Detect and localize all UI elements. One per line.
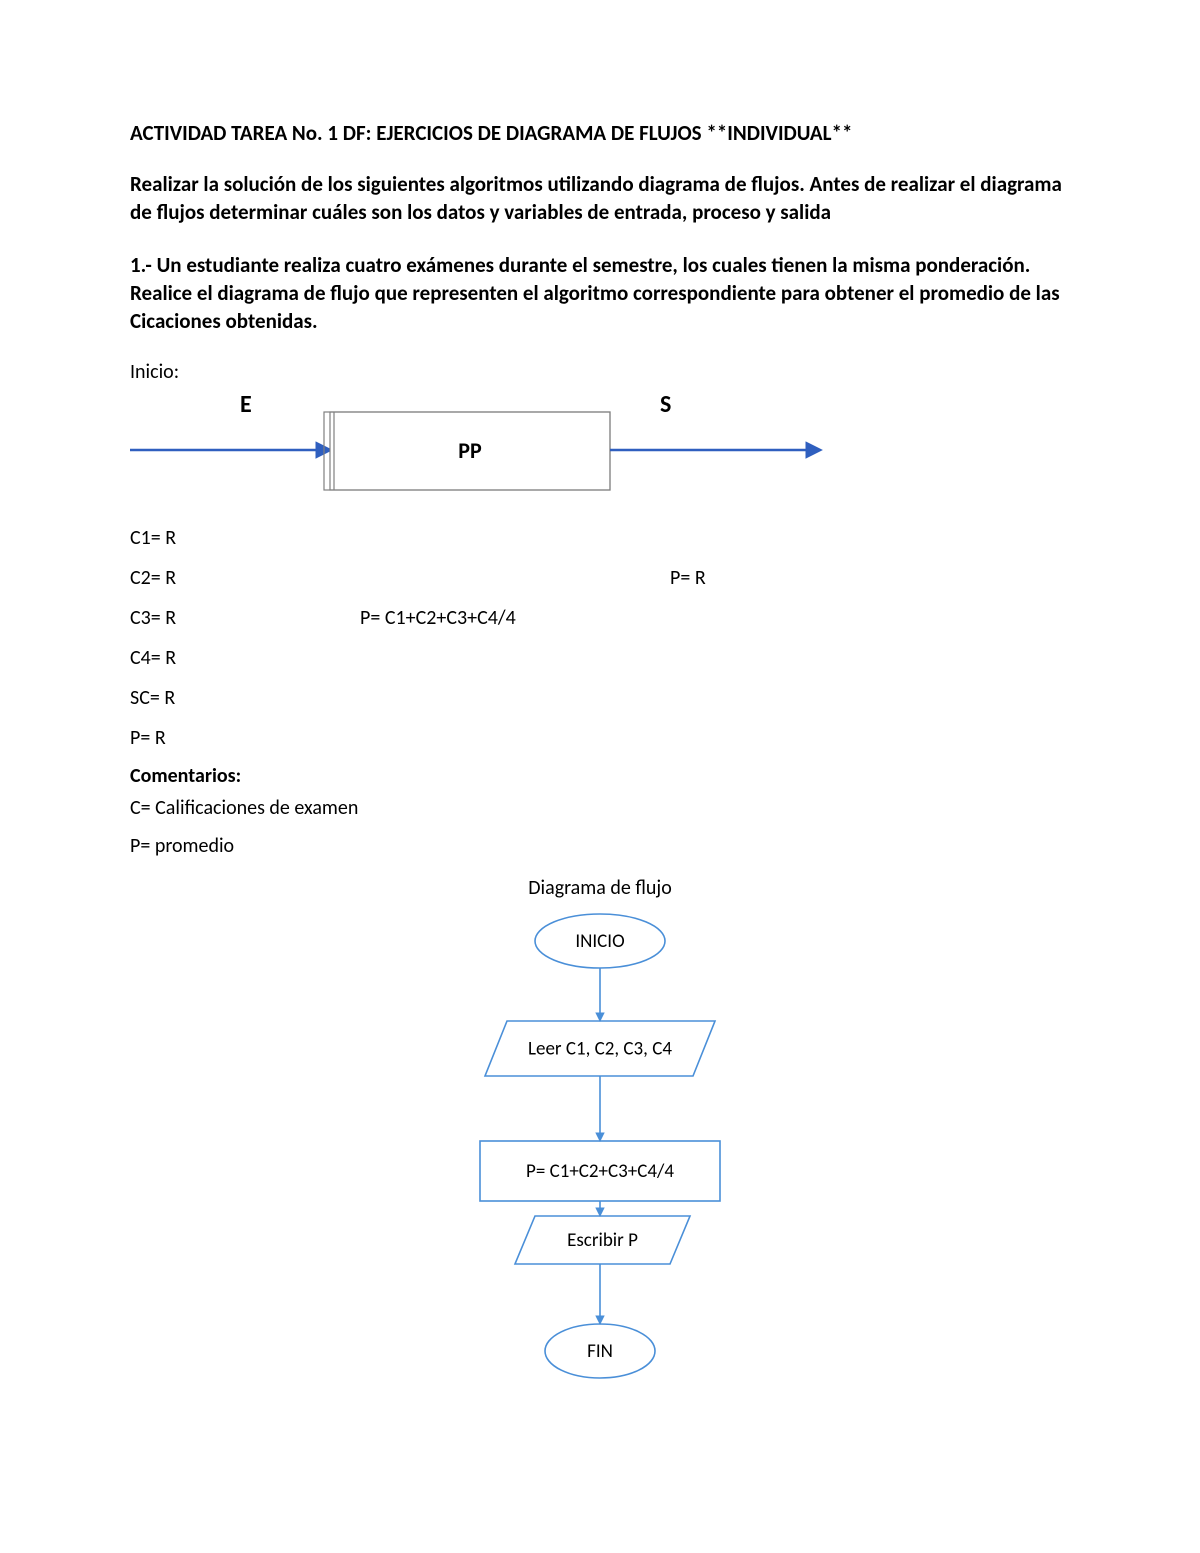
vars-row: SC= R (130, 678, 1070, 718)
page-title: ACTIVIDAD TAREA No. 1 DF: EJERCICIOS DE … (130, 120, 1070, 146)
vars-row: P= R (130, 718, 1070, 758)
vars-cell (360, 518, 670, 558)
svg-text:INICIO: INICIO (575, 930, 624, 953)
flowchart-svg: INICIO Leer C1, C2, C3, C4 P= C1+C2+C3+C4/… (400, 906, 800, 1426)
vars-row: C3= RP= C1+C2+C3+C4/4 (130, 598, 1070, 638)
vars-row: C1= R (130, 518, 1070, 558)
vars-cell: C4= R (130, 638, 360, 678)
flowchart-container: INICIO Leer C1, C2, C3, C4 P= C1+C2+C3+C4/… (130, 906, 1070, 1426)
problem-1-statement: 1.- Un estudiante realiza cuatro exámene… (130, 251, 1070, 336)
svg-text:P= C1+C2+C3+C4/4: P= C1+C2+C3+C4/4 (526, 1160, 674, 1183)
vars-cell (360, 558, 670, 598)
comment-line-1: C= Calificaciones de examen (130, 796, 1070, 820)
instructions-paragraph: Realizar la solución de los siguientes a… (130, 170, 1070, 227)
flowchart-title: Diagrama de flujo (130, 876, 1070, 900)
vars-cell: C2= R (130, 558, 360, 598)
vars-cell: C3= R (130, 598, 360, 638)
vars-cell (360, 678, 670, 718)
vars-cell: P= R (130, 718, 360, 758)
vars-cell: SC= R (130, 678, 360, 718)
svg-text:Leer C1, C2, C3, C4: Leer C1, C2, C3, C4 (528, 1037, 672, 1060)
vars-row: C2= R P= R (130, 558, 1070, 598)
comment-line-2: P= promedio (130, 834, 1070, 858)
vars-cell: C1= R (130, 518, 360, 558)
vars-cell (360, 718, 670, 758)
vars-row: C4= R (130, 638, 1070, 678)
svg-text:FIN: FIN (587, 1340, 613, 1363)
eps-diagram: E S PP (130, 390, 1070, 510)
vars-cell (360, 638, 670, 678)
inicio-label: Inicio: (130, 360, 1070, 384)
svg-text:Escribir P: Escribir P (567, 1229, 638, 1252)
comments-heading: Comentarios: (130, 764, 1070, 788)
eps-svg: PP (130, 400, 830, 510)
vars-cell: P= C1+C2+C3+C4/4 (360, 598, 670, 638)
document-page: ACTIVIDAD TAREA No. 1 DF: EJERCICIOS DE … (0, 0, 1200, 1553)
vars-cell: P= R (670, 558, 706, 598)
svg-text:PP: PP (458, 437, 482, 464)
variables-block: C1= RC2= RP= RC3= RP= C1+C2+C3+C4/4C4= R… (130, 518, 1070, 758)
